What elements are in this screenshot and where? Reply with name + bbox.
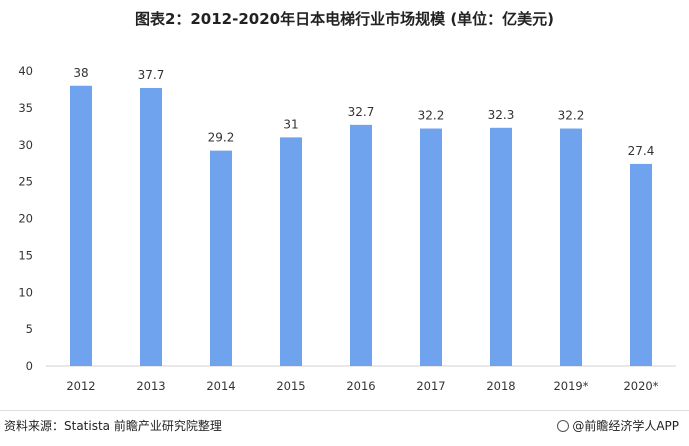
footer-divider: [0, 410, 689, 411]
brand-logo-icon: [557, 420, 570, 432]
bar: [350, 124, 372, 367]
data-label: 31: [283, 117, 298, 131]
data-label: 27.4: [628, 144, 655, 158]
x-tick-label: 2020*: [623, 379, 658, 393]
y-tick-label: 35: [18, 101, 33, 115]
brand-credit: @前瞻经济学人APP: [557, 417, 679, 434]
y-tick-label: 25: [18, 175, 33, 189]
x-tick-label: 2014: [206, 379, 235, 393]
x-tick-label: 2013: [136, 379, 165, 393]
y-tick-label: 40: [18, 64, 33, 78]
x-tick-label: 2015: [276, 379, 305, 393]
bar: [560, 128, 582, 366]
data-label: 32.7: [348, 105, 375, 119]
data-label: 37.7: [138, 68, 165, 82]
data-label: 32.2: [558, 109, 585, 123]
y-tick-label: 10: [18, 285, 33, 299]
x-tick-label: 2018: [486, 379, 515, 393]
bar: [630, 163, 652, 366]
x-tick-label: 2016: [346, 379, 375, 393]
y-tick-label: 20: [18, 212, 33, 226]
y-tick-label: 5: [26, 322, 33, 336]
brand-text: @前瞻经济学人APP: [572, 419, 679, 433]
data-label: 32.2: [418, 109, 445, 123]
bar: [210, 150, 232, 366]
source-note: 资料来源：Statista 前瞻产业研究院整理: [4, 419, 222, 433]
x-tick-label: 2017: [416, 379, 445, 393]
bar: [490, 127, 512, 366]
bar: [280, 137, 302, 366]
bar: [420, 128, 442, 366]
data-label: 29.2: [208, 131, 235, 145]
y-tick-label: 30: [18, 138, 33, 152]
data-label: 38: [73, 66, 88, 80]
x-tick-label: 2019*: [553, 379, 588, 393]
bar: [140, 87, 162, 367]
data-label: 32.3: [488, 108, 515, 122]
chart-title: 图表2：2012-2020年日本电梯行业市场规模 (单位：亿美元): [134, 10, 555, 28]
y-tick-label: 0: [26, 359, 33, 373]
bar: [70, 85, 92, 366]
y-tick-label: 15: [18, 248, 33, 262]
x-tick-label: 2012: [66, 379, 95, 393]
